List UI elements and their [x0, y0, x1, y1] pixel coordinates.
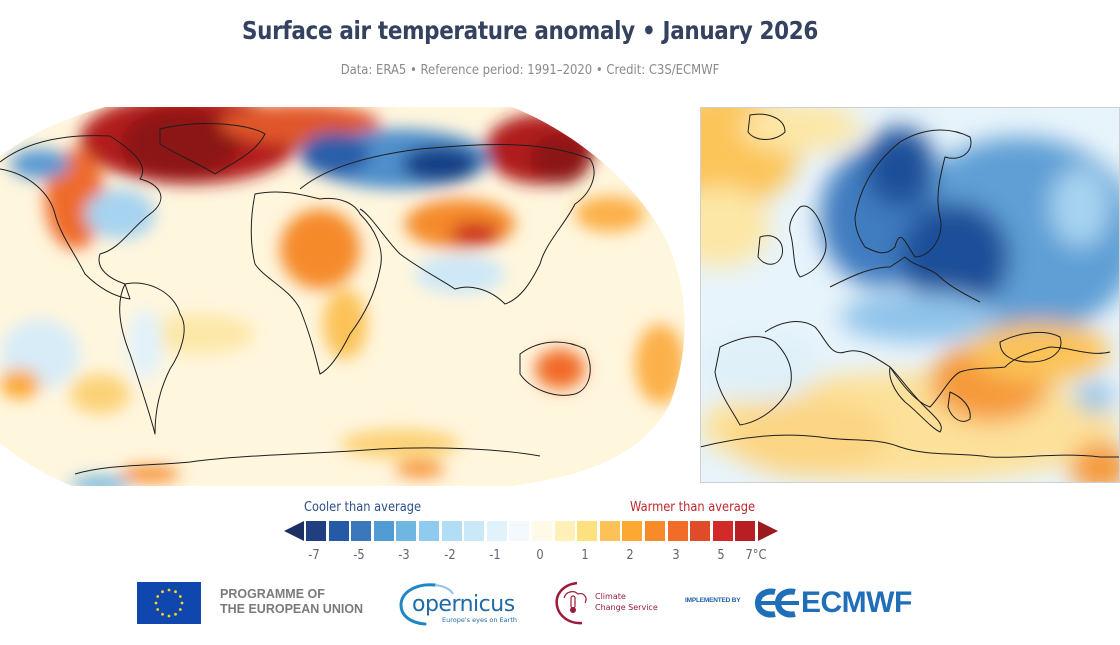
colorbar-bin [622, 520, 643, 541]
eu-star-icon [161, 612, 164, 616]
eu-star-icon [154, 601, 158, 605]
colorbar-tick-label: -3 [398, 548, 411, 563]
cloud-icon [563, 591, 587, 604]
colorbar-bin [690, 520, 711, 541]
colorbar-tick-label: 5 [717, 548, 725, 563]
colorbar-bin [351, 520, 372, 541]
ecmwf-symbol-icon [755, 588, 799, 618]
eu-star-icon [156, 595, 160, 598]
colorbar-bin [441, 520, 462, 541]
coast-south-america [119, 282, 185, 435]
colorbar-arrow-high [757, 520, 778, 541]
colorbar-tick-label: -2 [443, 548, 456, 563]
eu-star-icon [174, 612, 177, 616]
colorbar-bin [577, 520, 598, 541]
copernicus-logo: opernicus Europe's eyes on Earth [395, 578, 525, 628]
colorbar-tick-label: 2 [626, 548, 635, 563]
c3s-arc-icon [555, 581, 583, 625]
coast-ireland [757, 235, 784, 265]
colorbar [284, 520, 778, 541]
colorbar-tick-label: -7 [308, 548, 320, 563]
chart-subtitle: Data: ERA5 • Reference period: 1991–2020… [340, 62, 720, 78]
c3s-logo: Climate Change Service [550, 578, 670, 628]
coast-north-america [0, 135, 162, 300]
coast-asia [299, 144, 595, 305]
eu-line1: PROGRAMME OF [220, 587, 325, 601]
colorbar-bin [599, 520, 620, 541]
coast-british-isles [789, 205, 827, 278]
colorbar-bin [328, 520, 349, 541]
coast-australia [519, 341, 591, 396]
legend-cooler-label: Cooler than average [304, 500, 422, 515]
implemented-by-label: IMPLEMENTED BY [685, 597, 741, 604]
colorbar-bin [644, 520, 665, 541]
coast-iberia [714, 336, 792, 426]
copernicus-wordmark: opernicus [412, 592, 515, 617]
coast-iceland [747, 113, 786, 140]
colorbar-bin [464, 520, 485, 541]
world-anomaly-map [0, 107, 685, 486]
colorbar-bin [667, 520, 688, 541]
colorbar-bin [418, 520, 439, 541]
c3s-line2: Change Service [595, 603, 658, 612]
coast-north-africa [700, 434, 1120, 458]
eu-star-icon [178, 595, 182, 598]
colorbar-tick-label: 3 [671, 548, 680, 563]
colorbar-bin [712, 520, 733, 541]
europe-anomaly-map [700, 107, 1120, 483]
colorbar-tick-label: -5 [353, 548, 365, 563]
thermometer-icon [570, 595, 576, 609]
colorbar-tick-label: -1 [489, 548, 501, 563]
eu-star-icon [180, 601, 184, 605]
coast-scandinavia [854, 129, 972, 258]
coast-antarctica [74, 447, 541, 475]
colorbar-bin [509, 520, 530, 541]
coast-africa-eurasia [250, 191, 382, 375]
eu-star-icon [161, 590, 164, 594]
eu-star-icon [156, 608, 160, 611]
colorbar-bins [306, 520, 758, 541]
coast-continent [764, 256, 1111, 408]
ecmwf-logo: ECMWF [755, 586, 935, 620]
coast-italy [889, 366, 942, 433]
eu-star-icon [178, 608, 182, 611]
colorbar-bin [735, 520, 756, 541]
coast-greece [947, 391, 971, 422]
eu-line2: THE EUROPEAN UNION [220, 602, 364, 616]
colorbar-bin [373, 520, 394, 541]
copernicus-tagline: Europe's eyes on Earth [442, 616, 517, 624]
ecmwf-wordmark: ECMWF [801, 586, 912, 619]
colorbar-bin [531, 520, 552, 541]
coast-greenland [159, 123, 266, 175]
legend-warmer-label: Warmer than average [630, 500, 756, 515]
colorbar-bin [306, 520, 326, 541]
coast-black-sea [999, 332, 1062, 363]
eu-star-icon [167, 588, 171, 592]
footer-logos: PROGRAMME OF THE EUROPEAN UNION opernicu… [0, 578, 1120, 628]
colorbar-bin [486, 520, 507, 541]
chart-title: Surface air temperature anomaly • Januar… [242, 16, 818, 45]
eu-star-icon [174, 590, 177, 594]
colorbar-tick-label: 1 [581, 548, 589, 563]
colorbar-arrow-low [284, 520, 304, 541]
eu-flag-icon [137, 582, 201, 624]
colorbar-bin [396, 520, 417, 541]
eu-star-icon [167, 614, 171, 618]
copernicus-arc-icon [399, 583, 437, 626]
colorbar-tick-label: 7°C [745, 548, 767, 563]
colorbar-ticks: -7 -5 -3 -2 -1 0 1 2 3 5 7°C [0, 548, 1120, 566]
eu-programme-label: PROGRAMME OF THE EUROPEAN UNION [220, 587, 363, 617]
colorbar-tick-label: 0 [536, 548, 544, 563]
colorbar-bin [554, 520, 575, 541]
c3s-line1: Climate [595, 592, 626, 601]
